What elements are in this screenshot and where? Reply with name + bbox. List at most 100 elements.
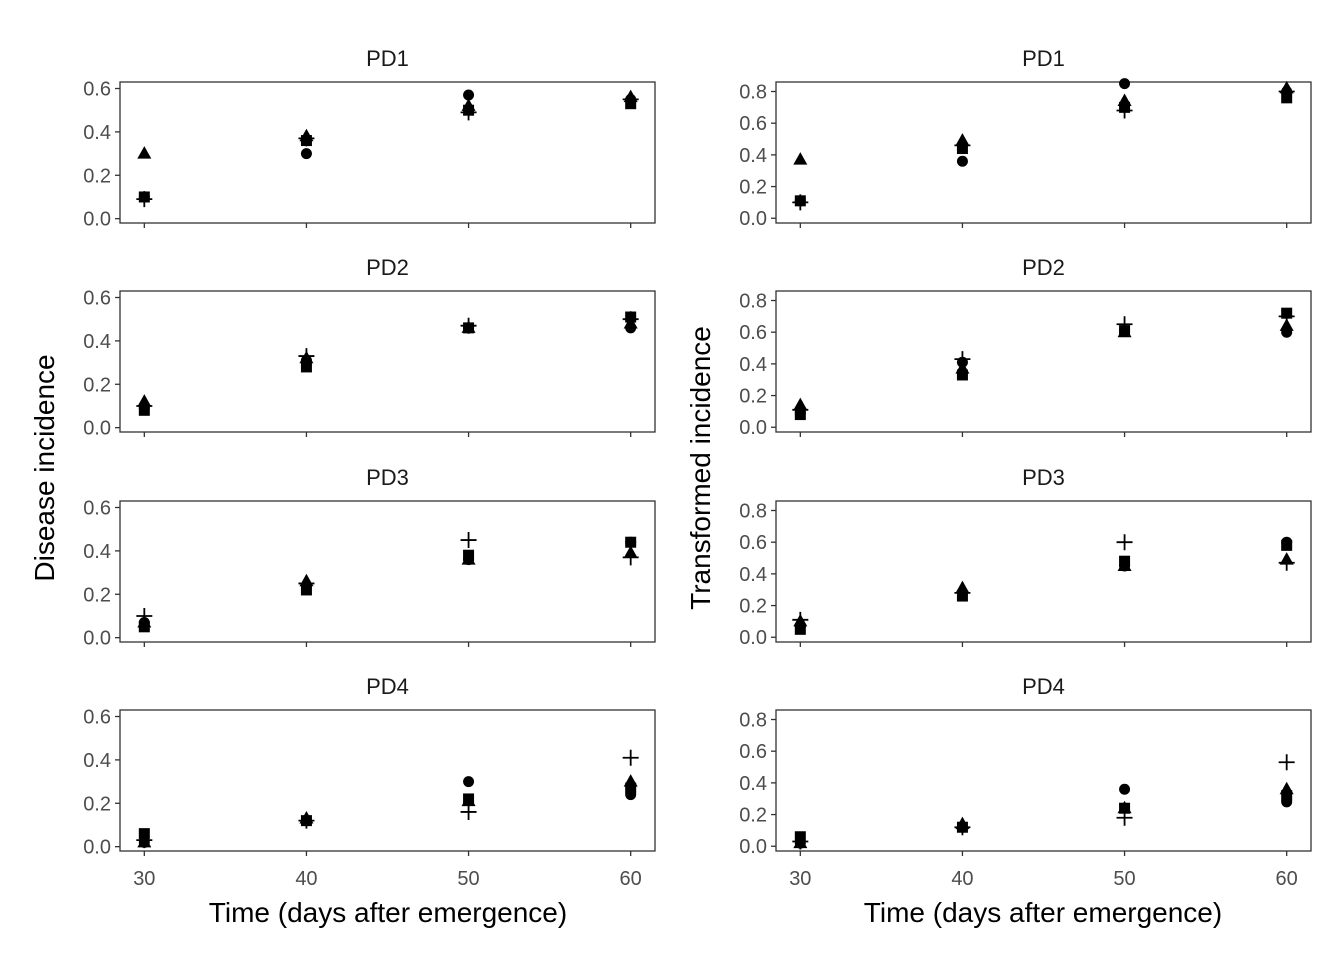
point-plus [954, 351, 971, 368]
point-triangle [793, 152, 808, 165]
y-tick-label: 0.0 [739, 627, 767, 649]
point-square [1281, 539, 1293, 551]
panel-frame [119, 500, 656, 643]
point-plus [460, 532, 477, 549]
point-square [138, 621, 150, 633]
y-tick-label: 0.4 [739, 773, 767, 795]
panel-right-pd1: PD1 0.0 0.2 0.4 0.6 0.8 [739, 46, 1312, 230]
point-plus [622, 91, 639, 108]
point-circle [1119, 78, 1131, 90]
point-plus [792, 611, 809, 628]
y-tick-label: 0.4 [739, 564, 767, 586]
point-plus [954, 137, 971, 154]
y-tick-label: 0.4 [739, 354, 767, 376]
point-plus [460, 104, 477, 121]
y-tick-label: 0.0 [83, 418, 111, 440]
point-square [463, 793, 475, 805]
panel-frame [775, 290, 1312, 433]
x-tick-label: 50 [1113, 868, 1135, 890]
panel-frame [775, 709, 1312, 852]
y-tick-label: 0.2 [739, 596, 767, 618]
y-tick-label: 0.6 [83, 79, 111, 101]
panel-title: PD4 [1022, 674, 1065, 699]
y-tick-label: 0.6 [739, 741, 767, 763]
panel-frame [119, 81, 656, 224]
point-plus [298, 575, 315, 592]
point-plus [954, 819, 971, 836]
point-plus [1278, 83, 1295, 100]
panel-title: PD3 [1022, 465, 1065, 490]
panel-title: PD1 [366, 46, 409, 71]
point-square [794, 623, 806, 635]
point-square [1281, 790, 1293, 802]
point-square [956, 369, 968, 381]
y-tick-label: 0.8 [739, 291, 767, 313]
left-y-axis-title: Disease incidence [29, 354, 60, 581]
point-plus [136, 397, 153, 414]
point-circle [1119, 783, 1131, 795]
y-tick-label: 0.0 [739, 208, 767, 230]
y-tick-label: 0.0 [83, 837, 111, 859]
point-square [625, 536, 637, 548]
y-tick-label: 0.2 [83, 793, 111, 815]
y-tick-label: 0.0 [83, 628, 111, 650]
point-plus [136, 191, 153, 208]
y-tick-label: 0.6 [739, 532, 767, 554]
point-circle [300, 148, 312, 160]
y-tick-label: 0.6 [83, 498, 111, 520]
panel-frame [775, 500, 1312, 643]
y-tick-label: 0.2 [739, 177, 767, 199]
y-tick-label: 0.4 [739, 145, 767, 167]
panels-layer: PD1 0.0 0.2 0.4 0.6 PD2 0.0 0.2 0.4 0.6 PD3 0.0 0.2 0… [83, 46, 1312, 890]
y-tick-label: 0.4 [83, 331, 111, 353]
point-plus [298, 812, 315, 829]
point-plus [792, 401, 809, 418]
point-circle [463, 776, 475, 788]
point-plus [136, 832, 153, 849]
y-tick-label: 0.6 [83, 288, 111, 310]
y-tick-label: 0.8 [739, 501, 767, 523]
point-plus [1278, 754, 1295, 771]
y-tick-label: 0.2 [739, 386, 767, 408]
point-square [1119, 802, 1131, 814]
x-tick-label: 50 [457, 868, 479, 890]
x-tick-label: 60 [1276, 868, 1298, 890]
panel-frame [119, 709, 656, 852]
point-circle [956, 155, 968, 167]
point-triangle [1279, 318, 1294, 331]
x-tick-label: 30 [789, 868, 811, 890]
y-tick-label: 0.4 [83, 541, 111, 563]
panel-right-pd4: PD4 0.0 0.2 0.4 0.6 0.8 30 40 50 60 [739, 674, 1312, 890]
y-tick-label: 0.8 [739, 710, 767, 732]
y-tick-label: 0.2 [739, 805, 767, 827]
panel-left-pd1: PD1 0.0 0.2 0.4 0.6 [83, 46, 656, 231]
point-plus [460, 317, 477, 334]
point-triangle [137, 146, 152, 159]
point-plus [1116, 809, 1133, 826]
point-plus [954, 584, 971, 601]
x-tick-label: 40 [295, 868, 317, 890]
point-plus [622, 311, 639, 328]
y-tick-label: 0.6 [739, 322, 767, 344]
panel-left-pd4: PD4 0.0 0.2 0.4 0.6 30 40 50 60 [83, 674, 656, 890]
panel-title: PD3 [366, 465, 409, 490]
point-plus [792, 833, 809, 850]
panel-left-pd2: PD2 0.0 0.2 0.4 0.6 [83, 255, 656, 440]
panel-title: PD1 [1022, 46, 1065, 71]
x-tick-label: 30 [133, 868, 155, 890]
point-square [463, 549, 475, 561]
y-tick-label: 0.0 [739, 417, 767, 439]
panel-frame [119, 290, 656, 433]
panel-title: PD2 [366, 255, 409, 280]
panel-frame [775, 81, 1312, 224]
panel-title: PD2 [1022, 255, 1065, 280]
y-tick-label: 0.2 [83, 374, 111, 396]
point-plus [792, 194, 809, 211]
y-tick-label: 0.2 [83, 165, 111, 187]
y-tick-label: 0.6 [83, 707, 111, 729]
x-tick-label: 40 [951, 868, 973, 890]
y-tick-label: 0.6 [739, 113, 767, 135]
right-y-axis-title: Transformed incidence [685, 326, 716, 610]
point-plus [1116, 102, 1133, 119]
